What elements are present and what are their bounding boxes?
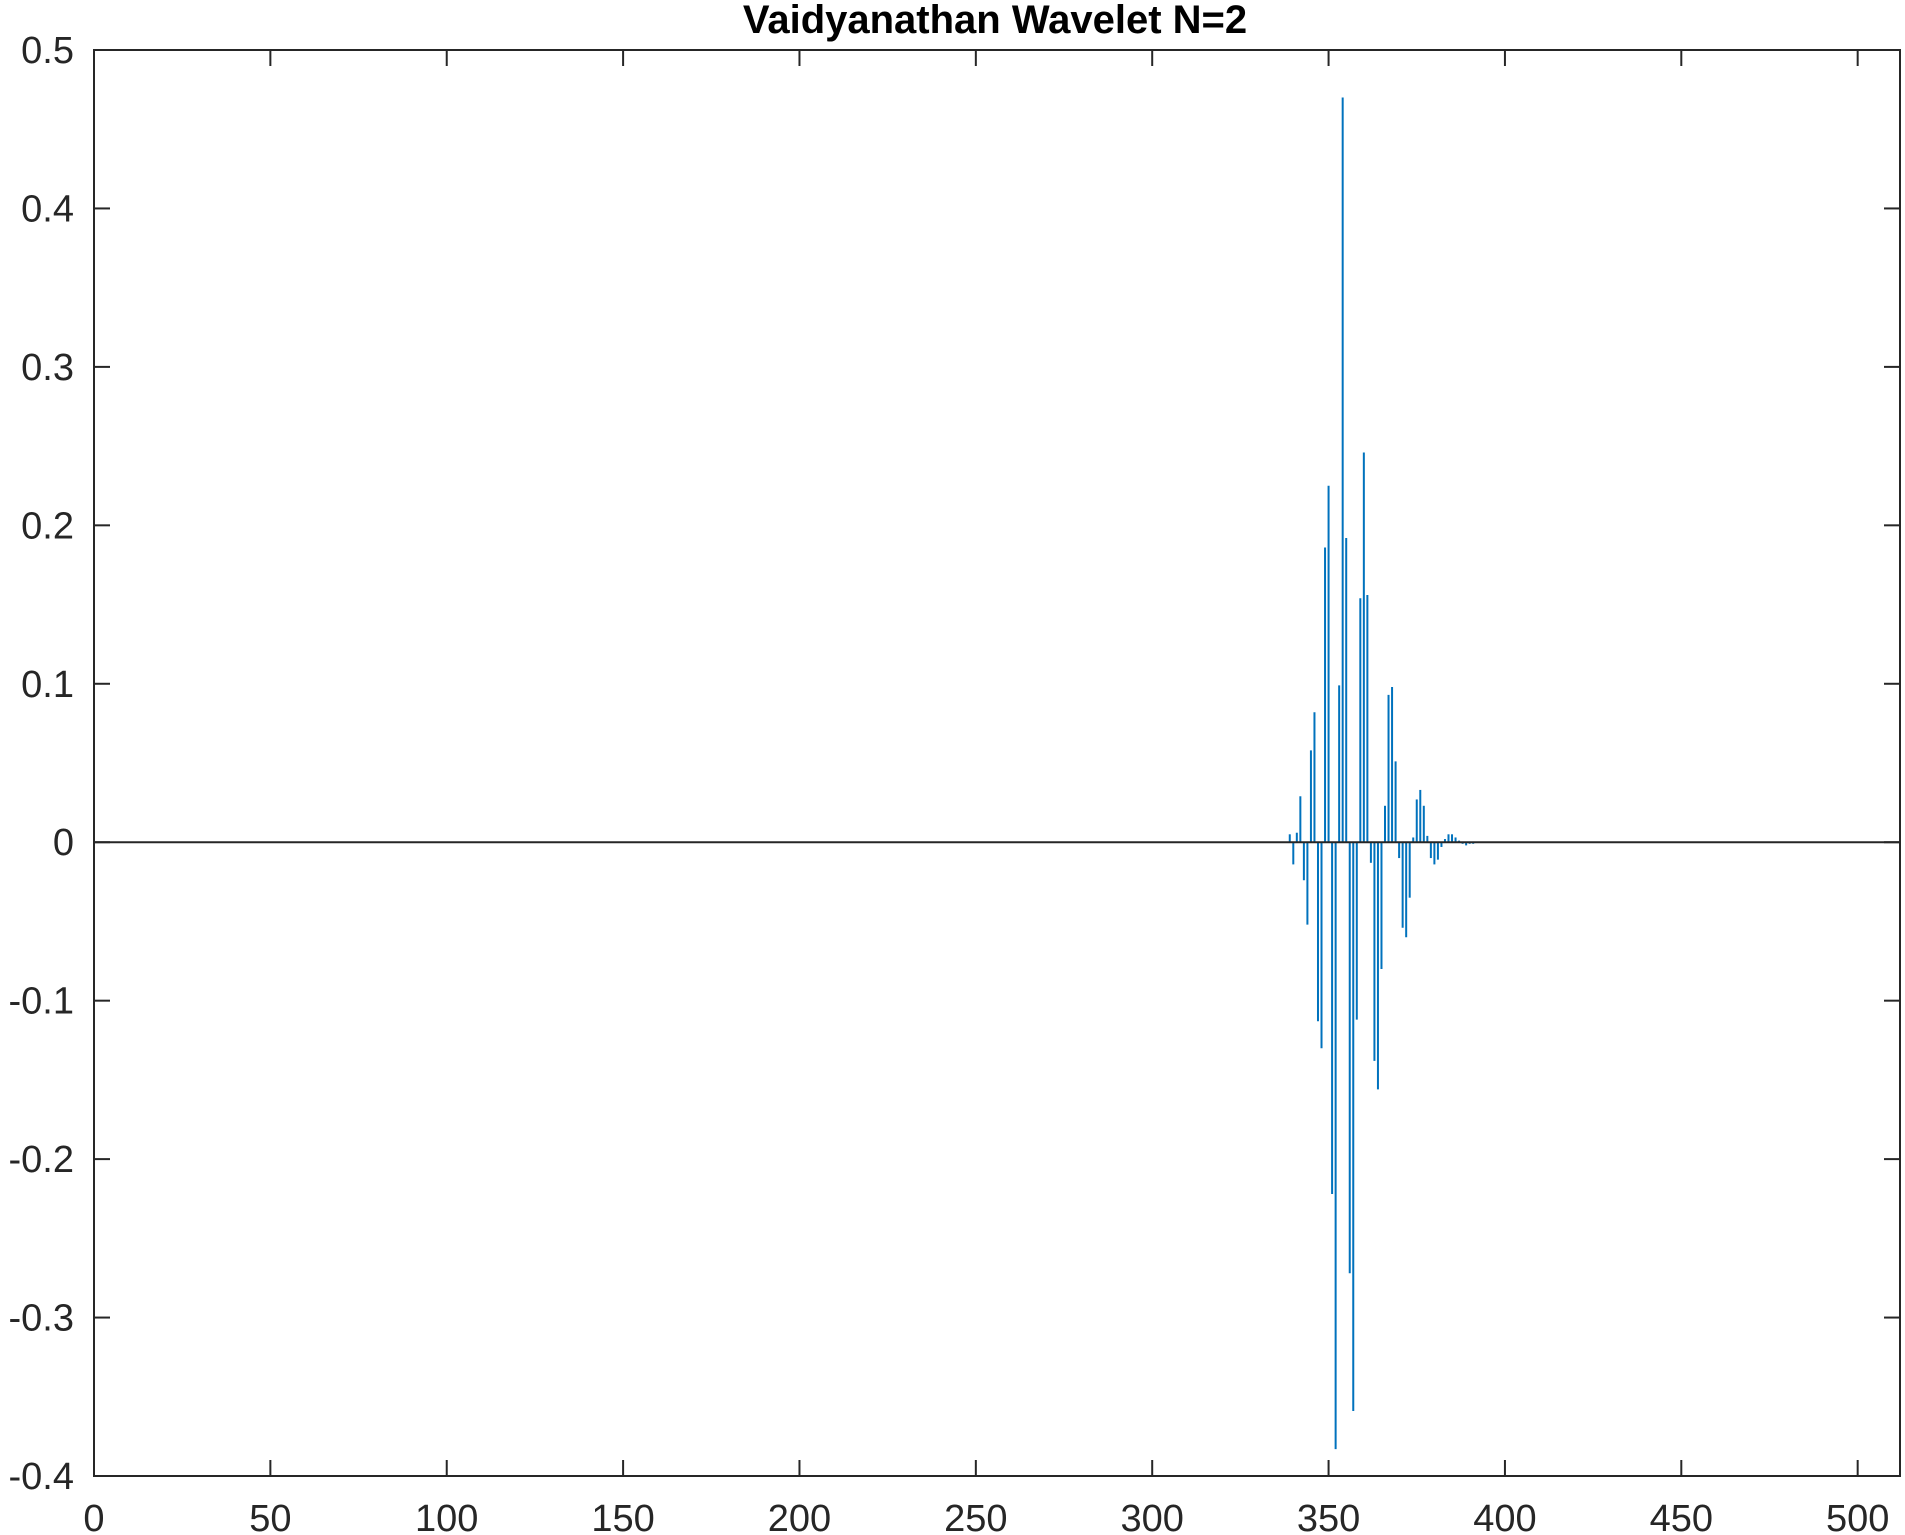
y-tick-label--0.2: -0.2 bbox=[9, 1139, 74, 1181]
y-tick-label--0.3: -0.3 bbox=[9, 1298, 74, 1340]
y-tick-label-0.2: 0.2 bbox=[21, 505, 74, 547]
x-tick-label-100: 100 bbox=[415, 1498, 478, 1535]
y-tick-label-0: 0 bbox=[53, 822, 74, 864]
x-axis: 0 50 100 150 200 250 300 350 400 450 500 bbox=[83, 50, 1889, 1535]
x-tick-label-300: 300 bbox=[1121, 1498, 1184, 1535]
x-tick-label-50: 50 bbox=[249, 1498, 291, 1535]
x-tick-label-450: 450 bbox=[1650, 1498, 1713, 1535]
x-tick-label-250: 250 bbox=[944, 1498, 1007, 1535]
y-tick-label--0.1: -0.1 bbox=[9, 981, 74, 1023]
y-tick-label-0.1: 0.1 bbox=[21, 664, 74, 706]
x-tick-label-500: 500 bbox=[1826, 1498, 1889, 1535]
x-tick-label-200: 200 bbox=[768, 1498, 831, 1535]
y-tick-label-0.5: 0.5 bbox=[21, 30, 74, 72]
y-tick-label-0.3: 0.3 bbox=[21, 347, 74, 389]
axes-box bbox=[93, 49, 1901, 1477]
y-tick-label-0.4: 0.4 bbox=[21, 188, 74, 230]
y-tick-label--0.4: -0.4 bbox=[9, 1456, 74, 1498]
x-tick-label-400: 400 bbox=[1473, 1498, 1536, 1535]
x-tick-label-0: 0 bbox=[83, 1498, 104, 1535]
y-axis: -0.4 -0.3 -0.2 -0.1 0 0.1 0.2 0.3 0.4 0.5 bbox=[9, 30, 1900, 1498]
x-tick-label-350: 350 bbox=[1297, 1498, 1360, 1535]
stem-series bbox=[1288, 97, 1475, 1450]
x-tick-label-150: 150 bbox=[591, 1498, 654, 1535]
chart-title: Vaidyanathan Wavelet N=2 bbox=[743, 0, 1247, 42]
